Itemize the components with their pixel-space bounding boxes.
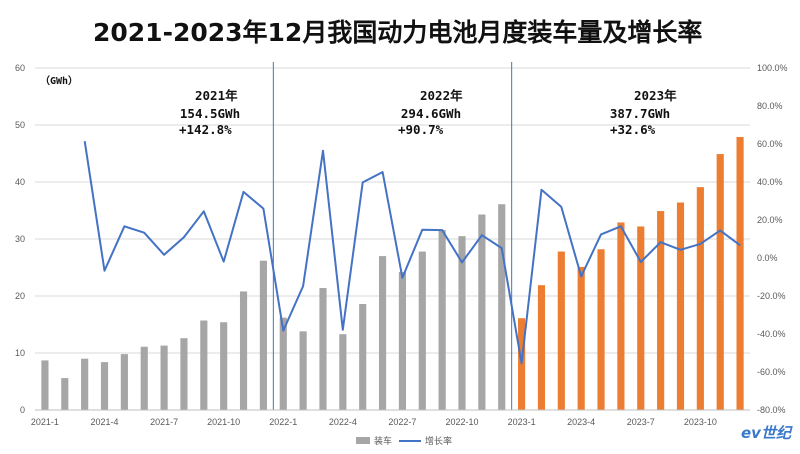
bar: [140, 346, 148, 410]
annotation-total: 294.6GWh: [401, 106, 461, 121]
bar: [160, 345, 168, 410]
y-right-tick-label: -60.0%: [757, 367, 786, 377]
legend-label-bar: 装车: [374, 435, 392, 447]
y-left-tick-label: 10: [15, 348, 25, 358]
y-right-tick-label: 100.0%: [757, 63, 788, 73]
bar: [120, 354, 128, 410]
legend-swatch-bar: [356, 437, 370, 444]
y-right-tick-label: 80.0%: [757, 101, 783, 111]
bar: [61, 378, 69, 410]
y-right-tick-label: 40.0%: [757, 177, 783, 187]
x-tick-label: 2022-4: [329, 417, 357, 427]
bar: [81, 358, 89, 410]
bar: [657, 211, 665, 410]
y-right-tick-label: -20.0%: [757, 291, 786, 301]
bar: [100, 362, 109, 410]
bar: [220, 322, 228, 410]
bar: [557, 251, 565, 410]
watermark: ev世纪: [741, 424, 793, 442]
growth-rate-line: [83, 141, 741, 365]
bar: [458, 236, 466, 410]
x-tick-label: 2021-7: [150, 417, 178, 427]
y-right-tick-label: 0.0%: [757, 253, 778, 263]
legend-label-line: 增长率: [425, 435, 452, 447]
y-right-tick-label: -80.0%: [757, 405, 786, 415]
watermark-text: ev世纪: [741, 424, 793, 442]
bar: [597, 249, 605, 410]
bar: [319, 288, 327, 410]
y-left-tick-label: 60: [15, 63, 25, 73]
x-tick-label: 2021-1: [31, 417, 59, 427]
bar: [359, 303, 367, 410]
x-tick-label: 2022-7: [388, 417, 416, 427]
annotation-growth: +32.6%: [610, 122, 656, 137]
bar: [617, 222, 625, 410]
annotation-growth: +90.7%: [398, 122, 444, 137]
y-right-tick-label: -40.0%: [757, 329, 786, 339]
x-tick-label: 2022-10: [445, 417, 478, 427]
bar: [339, 334, 347, 410]
bar: [378, 256, 387, 410]
x-tick-label: 2023-1: [508, 417, 536, 427]
x-tick-label: 2021-4: [90, 417, 118, 427]
bar: [418, 251, 426, 410]
y-left-tick-label: 0: [20, 405, 25, 415]
bar: [478, 214, 486, 410]
bar: [239, 291, 248, 410]
chart-title: 2021-2023年12月我国动力电池月度装车量及增长率: [93, 18, 702, 47]
bar: [299, 331, 307, 410]
y-left-tick-label: 50: [15, 120, 25, 130]
bar: [716, 154, 724, 410]
annotation-growth: +142.8%: [179, 122, 232, 137]
annotation-total: 387.7GWh: [610, 106, 670, 121]
bar: [676, 202, 685, 410]
x-tick-label: 2023-7: [627, 417, 655, 427]
annotation-total: 154.5GWh: [180, 106, 240, 121]
bar: [200, 320, 208, 410]
legend: 装车 增长率: [356, 435, 452, 447]
annotation-year: 2022年: [420, 88, 463, 103]
x-tick-label: 2021-10: [207, 417, 240, 427]
y-left-tick-label: 30: [15, 234, 25, 244]
bar: [259, 260, 267, 410]
bar: [438, 229, 446, 410]
unit-label: （GWh）: [40, 74, 78, 87]
y-right-tick-label: 20.0%: [757, 215, 783, 225]
bar: [180, 338, 188, 410]
x-tick-label: 2023-10: [684, 417, 717, 427]
bar: [279, 317, 287, 410]
bar: [577, 266, 585, 410]
bar: [537, 285, 546, 410]
annotation-year: 2023年: [634, 88, 677, 103]
x-tick-label: 2022-1: [269, 417, 297, 427]
y-right-tick-label: 60.0%: [757, 139, 783, 149]
y-left-tick-label: 40: [15, 177, 25, 187]
bar: [696, 187, 704, 410]
bar: [398, 272, 407, 410]
y-left-tick-label: 20: [15, 291, 25, 301]
bar: [736, 136, 744, 410]
x-tick-label: 2023-4: [567, 417, 595, 427]
bar: [498, 204, 506, 410]
bar: [41, 360, 49, 410]
annotation-year: 2021年: [195, 88, 238, 103]
bar: [637, 226, 645, 410]
